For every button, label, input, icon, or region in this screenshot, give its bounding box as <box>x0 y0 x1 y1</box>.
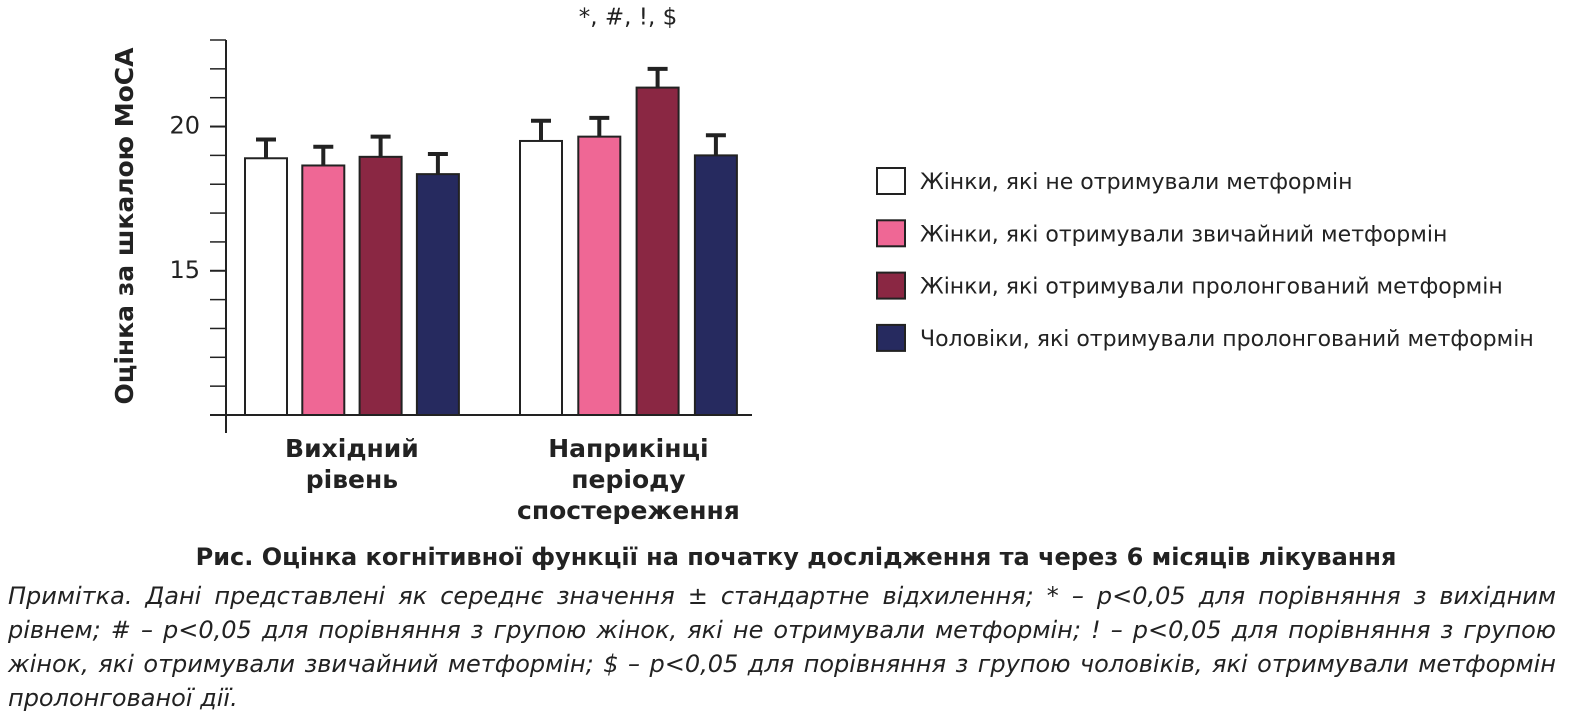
bar <box>301 164 346 416</box>
legend-label: Жінки, які отримували звичайний метформі… <box>920 222 1447 247</box>
legend-swatch <box>876 323 906 352</box>
note: Примітка. Дані представлені як середнє з… <box>8 582 1556 712</box>
legend-label: Чоловіки, які отримували пролонгований м… <box>920 327 1534 352</box>
caption: Рис. Оцінка когнітивної функції на почат… <box>195 543 1397 571</box>
bar <box>244 157 288 416</box>
x-tick-label: Вихідний рівень <box>285 434 419 494</box>
legend-swatch <box>876 219 906 248</box>
legend-swatch <box>876 167 906 195</box>
bar <box>693 154 738 416</box>
bar <box>519 139 563 416</box>
bar <box>635 86 680 416</box>
x-tick-label: Наприкінці періоду спостереження <box>517 434 740 525</box>
y-axis-label: Оцінка за шкалою MoCA <box>110 47 139 405</box>
chart: Оцінка за шкалою MoCA *, #, !, $ 15 20 Жін… <box>110 5 1534 433</box>
legend-label: Жінки, які отримували пролонгований метф… <box>920 275 1503 300</box>
bar <box>577 135 622 416</box>
legend-label: Жінки, які не отримували метформін <box>920 170 1353 195</box>
y-tick-label: 15 <box>169 256 200 284</box>
bar <box>415 173 460 416</box>
legend-swatch <box>876 271 906 300</box>
y-tick-label: 20 <box>169 112 200 140</box>
bar <box>358 155 403 416</box>
annotation: *, #, !, $ <box>579 5 678 31</box>
